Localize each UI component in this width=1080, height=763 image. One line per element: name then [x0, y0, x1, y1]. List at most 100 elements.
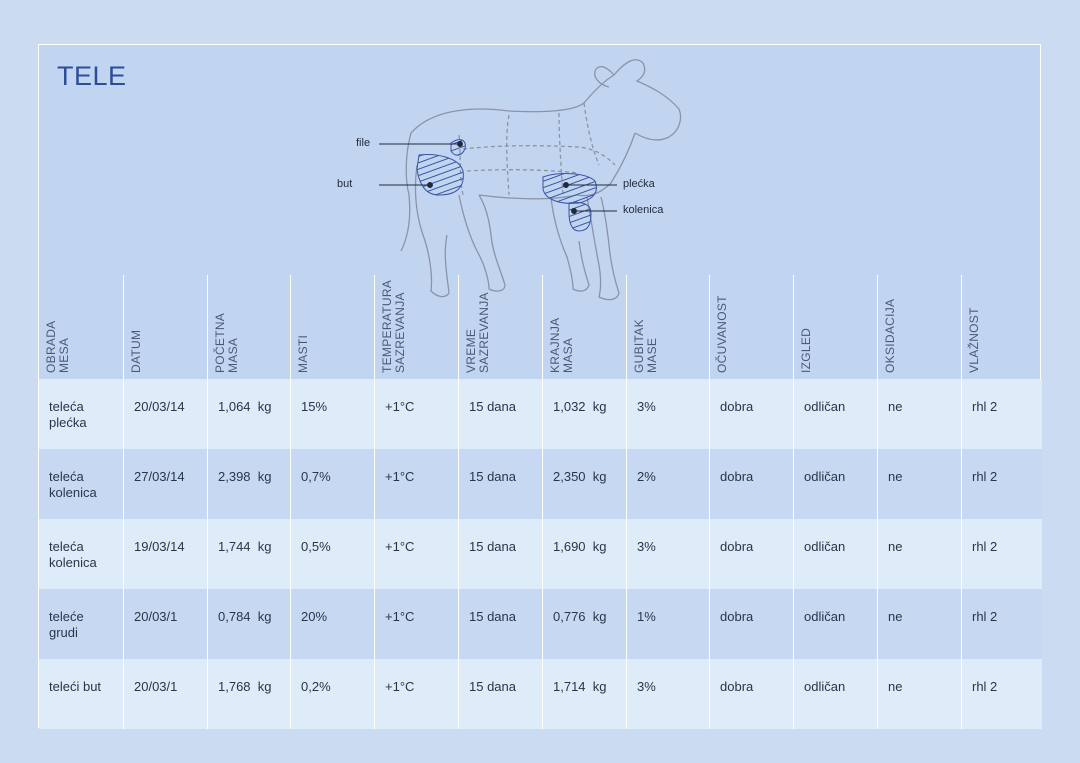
cell-cut: teleća kolenica — [39, 519, 124, 589]
cut-label-plecka: plećka — [623, 178, 655, 190]
cell-text: odličan — [804, 609, 846, 624]
cell-text: ne — [888, 399, 903, 414]
cell-text: 1,690 kg — [553, 539, 607, 554]
cell-maturation-time: 15 dana — [459, 589, 543, 659]
cell-text: dobra — [720, 609, 754, 624]
calf-outline — [400, 59, 682, 301]
cell-cut: teleće grudi — [39, 589, 124, 659]
cell-text: 2,350 kg — [553, 469, 607, 484]
cell-humidity: rhl 2 — [962, 449, 1042, 519]
header-ocuvanost: OČUVANOST — [710, 275, 794, 379]
cell-temperature: +1°C — [375, 589, 459, 659]
cell-humidity: rhl 2 — [962, 589, 1042, 659]
cell-maturation-time: 15 dana — [459, 659, 543, 729]
cell-text: 0,5% — [301, 539, 331, 554]
cell-start-mass: 1,064 kg — [208, 379, 291, 449]
cell-text: ne — [888, 609, 903, 624]
cell-appearance: odličan — [794, 519, 878, 589]
cell-start-mass: 0,784 kg — [208, 589, 291, 659]
header-krajnja-masa: KRAJNJA MASA — [543, 275, 627, 379]
cell-text: 15 dana — [469, 609, 516, 624]
cell-humidity: rhl 2 — [962, 519, 1042, 589]
cell-text: 3% — [637, 679, 656, 694]
cell-text: 1,744 kg — [218, 539, 272, 554]
table-row: teleća kolenica 19/03/14 1,744 kg 0,5% +1°C 1… — [39, 519, 1042, 589]
cell-text: 1,032 kg — [553, 399, 607, 414]
cell-oxidation: ne — [878, 519, 962, 589]
cell-text: 1,714 kg — [553, 679, 607, 694]
cell-text: ne — [888, 469, 903, 484]
cell-text: dobra — [720, 539, 754, 554]
cell-humidity: rhl 2 — [962, 379, 1042, 449]
cell-start-mass: 2,398 kg — [208, 449, 291, 519]
cell-fat: 0,5% — [291, 519, 375, 589]
cell-text: +1°C — [385, 539, 415, 554]
cell-text: 19/03/14 — [134, 539, 185, 554]
document-panel: TELE — [38, 44, 1042, 729]
cell-mass-loss: 2% — [627, 449, 710, 519]
cell-start-mass: 1,744 kg — [208, 519, 291, 589]
cell-text: dobra — [720, 469, 754, 484]
calf-cuts-diagram — [379, 59, 682, 301]
cell-text: 15% — [301, 399, 328, 414]
cell-text: 15 dana — [469, 679, 516, 694]
cell-preservation: dobra — [710, 659, 794, 729]
cell-text: dobra — [720, 679, 754, 694]
cell-text: rhl 2 — [972, 399, 998, 414]
cell-temperature: +1°C — [375, 519, 459, 589]
cell-text: +1°C — [385, 609, 415, 624]
cell-appearance: odličan — [794, 659, 878, 729]
table-row: teleća kolenica 27/03/14 2,398 kg 0,7% +1°C 1… — [39, 449, 1042, 519]
header-gubitak-mase: GUBITAK MASE — [627, 275, 710, 379]
cell-text: rhl 2 — [972, 469, 998, 484]
cell-date: 20/03/1 — [124, 589, 208, 659]
cell-date: 20/03/14 — [124, 379, 208, 449]
cut-label-file: file — [356, 137, 371, 149]
cell-mass-loss: 3% — [627, 379, 710, 449]
label-leaders — [379, 141, 617, 214]
cell-text: 20% — [301, 609, 328, 624]
header-vreme: VREME SAZREVANJA — [459, 275, 543, 379]
cell-text: 27/03/14 — [134, 469, 185, 484]
header-obrada-mesa: OBRADA MESA — [39, 275, 124, 379]
table-row: teleće grudi 20/03/1 0,784 kg 20% +1°C 15 dan… — [39, 589, 1042, 659]
cell-humidity: rhl 2 — [962, 659, 1042, 729]
cell-text: 15 dana — [469, 539, 516, 554]
cell-text: 3% — [637, 539, 656, 554]
cell-temperature: +1°C — [375, 659, 459, 729]
cell-end-mass: 1,032 kg — [543, 379, 627, 449]
cell-text: rhl 2 — [972, 609, 998, 624]
cell-text: odličan — [804, 469, 846, 484]
cell-text: 2% — [637, 469, 656, 484]
cell-maturation-time: 15 dana — [459, 379, 543, 449]
cell-text: ne — [888, 679, 903, 694]
header-pocetna-masa: POČETNA MASA — [208, 275, 291, 379]
cell-text: 15 dana — [469, 469, 516, 484]
cell-cut: teleća kolenica — [39, 449, 124, 519]
cell-preservation: dobra — [710, 449, 794, 519]
cell-oxidation: ne — [878, 379, 962, 449]
cell-date: 20/03/1 — [124, 659, 208, 729]
cell-oxidation: ne — [878, 659, 962, 729]
cell-text: teleće grudi — [49, 609, 84, 640]
cell-mass-loss: 3% — [627, 659, 710, 729]
cell-text: dobra — [720, 399, 754, 414]
cell-text: 0,776 kg — [553, 609, 607, 624]
cell-text: odličan — [804, 539, 846, 554]
header-masti: MASTI — [291, 275, 375, 379]
cell-end-mass: 1,690 kg — [543, 519, 627, 589]
cell-maturation-time: 15 dana — [459, 519, 543, 589]
cell-preservation: dobra — [710, 519, 794, 589]
table-row: teleća plećka 20/03/14 1,064 kg 15% +1°C 15 d… — [39, 379, 1042, 449]
cell-appearance: odličan — [794, 449, 878, 519]
header-oksidacija: OKSIDACIJA — [878, 275, 962, 379]
cell-text: 20/03/14 — [134, 399, 185, 414]
cell-text: 1% — [637, 609, 656, 624]
cell-cut: teleći but — [39, 659, 124, 729]
cell-text: rhl 2 — [972, 679, 998, 694]
cell-text: +1°C — [385, 679, 415, 694]
cell-text: teleća plećka — [49, 399, 87, 430]
cell-text: 3% — [637, 399, 656, 414]
cell-text: 0,2% — [301, 679, 331, 694]
header-datum: DATUM — [124, 275, 208, 379]
